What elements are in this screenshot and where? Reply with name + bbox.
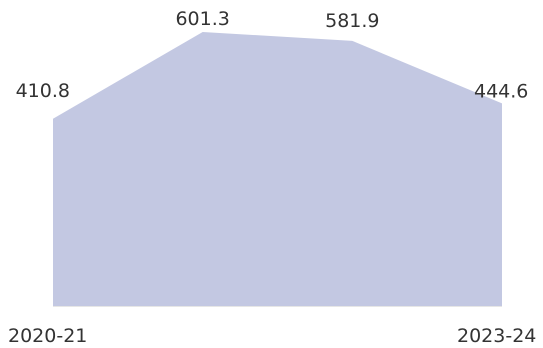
data-label: 444.6	[474, 80, 528, 102]
x-tick-label: 2023-24	[457, 325, 536, 347]
x-tick-label: 2020-21	[8, 325, 87, 347]
data-label: 601.3	[175, 8, 229, 30]
data-label: 581.9	[325, 10, 379, 32]
chart-marks	[53, 32, 502, 307]
area-series	[53, 32, 502, 306]
data-label: 410.8	[16, 80, 70, 102]
chart-labels: 410.8 601.3 581.9 444.6 2020-21 2023-24	[8, 8, 536, 347]
